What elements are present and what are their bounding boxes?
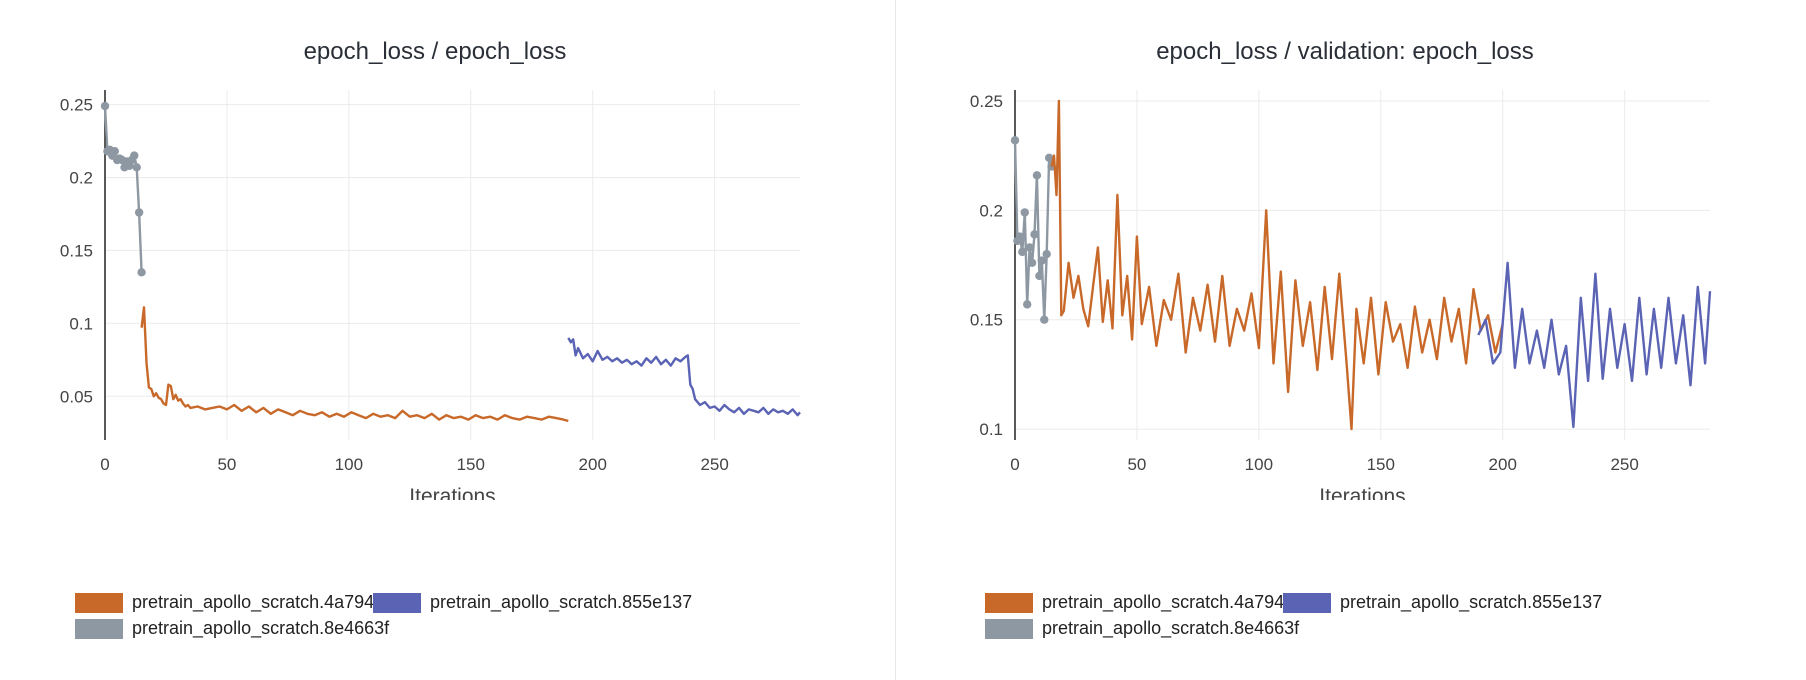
series-line-4a79495	[140, 306, 569, 423]
chart-plot[interactable]: 0.1 0.15 0.2 0.25 0 50 100 150 200 250 Iterations	[910, 90, 1780, 500]
legend-item-4a79495[interactable]: pretrain_apollo_scratch.4a79495	[75, 592, 394, 613]
legend-label: pretrain_apollo_scratch.4a79495	[1042, 592, 1305, 612]
x-tick-label: 200	[579, 455, 607, 474]
data-point	[1032, 171, 1042, 180]
data-point	[1027, 258, 1037, 268]
panel-divider	[895, 0, 896, 680]
data-point	[1015, 232, 1025, 241]
data-point	[1037, 256, 1047, 265]
y-tick-label: 0.05	[60, 387, 93, 406]
legend-item-8e4663f[interactable]: pretrain_apollo_scratch.8e4663f	[75, 618, 389, 639]
y-tick-label: 0.15	[60, 241, 93, 260]
data-point	[1040, 315, 1049, 324]
legend-label: pretrain_apollo_scratch.855e137	[1340, 592, 1603, 612]
series-line-855e137	[567, 337, 801, 417]
data-point	[1020, 208, 1029, 217]
x-axis-label: Iterations	[1319, 485, 1405, 500]
data-point	[100, 101, 110, 111]
data-point	[1018, 247, 1027, 257]
series-line-8e4663f	[1013, 140, 1053, 321]
legend-swatch	[1283, 592, 1331, 613]
legend-item-855e137[interactable]: pretrain_apollo_scratch.855e137	[1283, 592, 1602, 613]
legend-label: pretrain_apollo_scratch.8e4663f	[1042, 618, 1300, 638]
chart-title: epoch_loss / validation: epoch_loss	[1156, 38, 1534, 65]
x-tick-label: 150	[457, 455, 485, 474]
legend-label: pretrain_apollo_scratch.4a79495	[132, 592, 395, 612]
chart-panel-validation: epoch_loss / validation: epoch_loss 0.1 0…	[910, 0, 1806, 680]
legend-swatch	[75, 618, 123, 639]
data-point	[110, 147, 119, 156]
data-point	[137, 268, 146, 277]
y-tick-label: 0.25	[60, 96, 93, 115]
data-point	[130, 151, 139, 160]
legend-swatch	[75, 592, 123, 613]
x-tick-label: 50	[217, 455, 236, 474]
x-tick-label: 0	[100, 455, 109, 474]
data-point	[132, 163, 141, 172]
series-line-4a79495	[1050, 99, 1504, 431]
legend-swatch	[373, 592, 421, 613]
legend-item-855e137[interactable]: pretrain_apollo_scratch.855e137	[373, 592, 692, 613]
y-tick-label: 0.25	[970, 92, 1003, 111]
data-point	[134, 208, 144, 217]
y-tick-label: 0.15	[970, 311, 1003, 330]
y-tick-label: 0.2	[69, 169, 93, 188]
x-axis-label: Iterations	[409, 485, 495, 500]
legend-item-4a79495[interactable]: pretrain_apollo_scratch.4a79495	[985, 592, 1304, 613]
data-point	[1042, 249, 1051, 259]
legend-swatch	[985, 618, 1033, 639]
chart-title: epoch_loss / epoch_loss	[303, 38, 567, 65]
series-line-855e137	[1477, 261, 1712, 429]
data-point	[1025, 243, 1034, 252]
x-tick-label: 200	[1489, 455, 1517, 474]
legend-label: pretrain_apollo_scratch.8e4663f	[132, 618, 390, 638]
data-point	[1030, 230, 1039, 239]
data-point	[1035, 271, 1044, 281]
series-line-8e4663f	[103, 105, 143, 273]
data-point	[1010, 136, 1020, 145]
legend-swatch	[985, 592, 1033, 613]
x-tick-label: 0	[1010, 455, 1019, 474]
legend-item-8e4663f[interactable]: pretrain_apollo_scratch.8e4663f	[985, 618, 1299, 639]
chart-panel-train: epoch_loss / epoch_loss 0.05 0.1 0.15 0.2 0.…	[0, 0, 896, 680]
x-tick-label: 100	[1245, 455, 1273, 474]
y-tick-label: 0.1	[69, 314, 93, 333]
x-tick-label: 50	[1127, 455, 1146, 474]
y-tick-label: 0.2	[979, 201, 1003, 220]
data-point	[1022, 300, 1032, 309]
x-tick-label: 250	[1610, 455, 1638, 474]
legend-label: pretrain_apollo_scratch.855e137	[430, 592, 693, 612]
x-tick-label: 100	[335, 455, 363, 474]
x-tick-label: 250	[700, 455, 728, 474]
data-point	[1044, 153, 1054, 163]
y-tick-label: 0.1	[979, 420, 1003, 439]
chart-plot[interactable]: 0.05 0.1 0.15 0.2 0.25 0 50 100 150 200 250 Iterati…	[0, 90, 870, 500]
x-tick-label: 150	[1367, 455, 1395, 474]
